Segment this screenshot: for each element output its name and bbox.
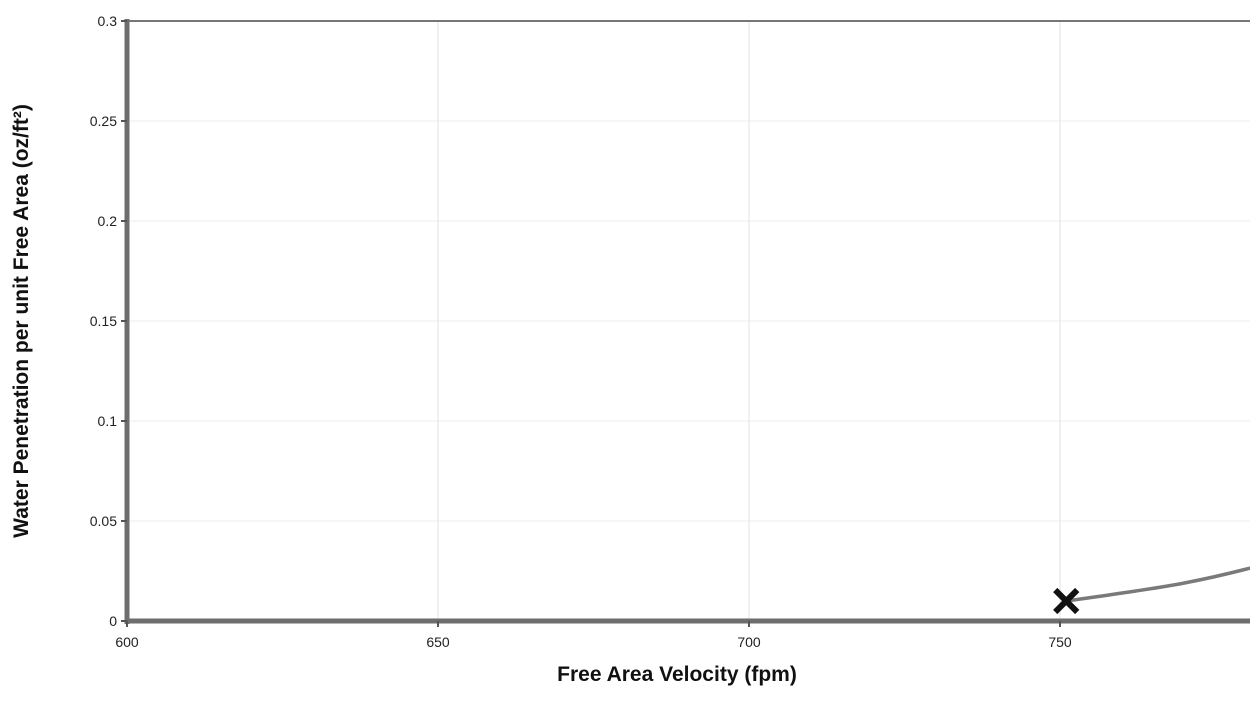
x-tick-label: 700	[737, 634, 761, 650]
x-tick-label: 650	[426, 634, 450, 650]
x-axis-title: Free Area Velocity (fpm)	[557, 663, 797, 686]
ticks: 00.050.10.150.20.250.3600650700750800850…	[90, 13, 1250, 650]
series-line	[1066, 21, 1250, 601]
y-tick-label: 0.2	[98, 213, 118, 229]
x-tick-label: 750	[1048, 634, 1072, 650]
y-tick-label: 0.25	[90, 113, 117, 129]
x-tick-label: 600	[115, 634, 139, 650]
y-tick-label: 0.1	[98, 413, 118, 429]
y-tick-label: 0.15	[90, 313, 117, 329]
grid	[127, 21, 1250, 621]
y-axis-title: Water Penetration per unit Free Area (oz…	[10, 104, 33, 538]
y-tick-label: 0	[109, 613, 117, 629]
y-tick-label: 0.3	[98, 13, 118, 29]
y-tick-label: 0.05	[90, 513, 117, 529]
series-layer	[1066, 21, 1250, 601]
